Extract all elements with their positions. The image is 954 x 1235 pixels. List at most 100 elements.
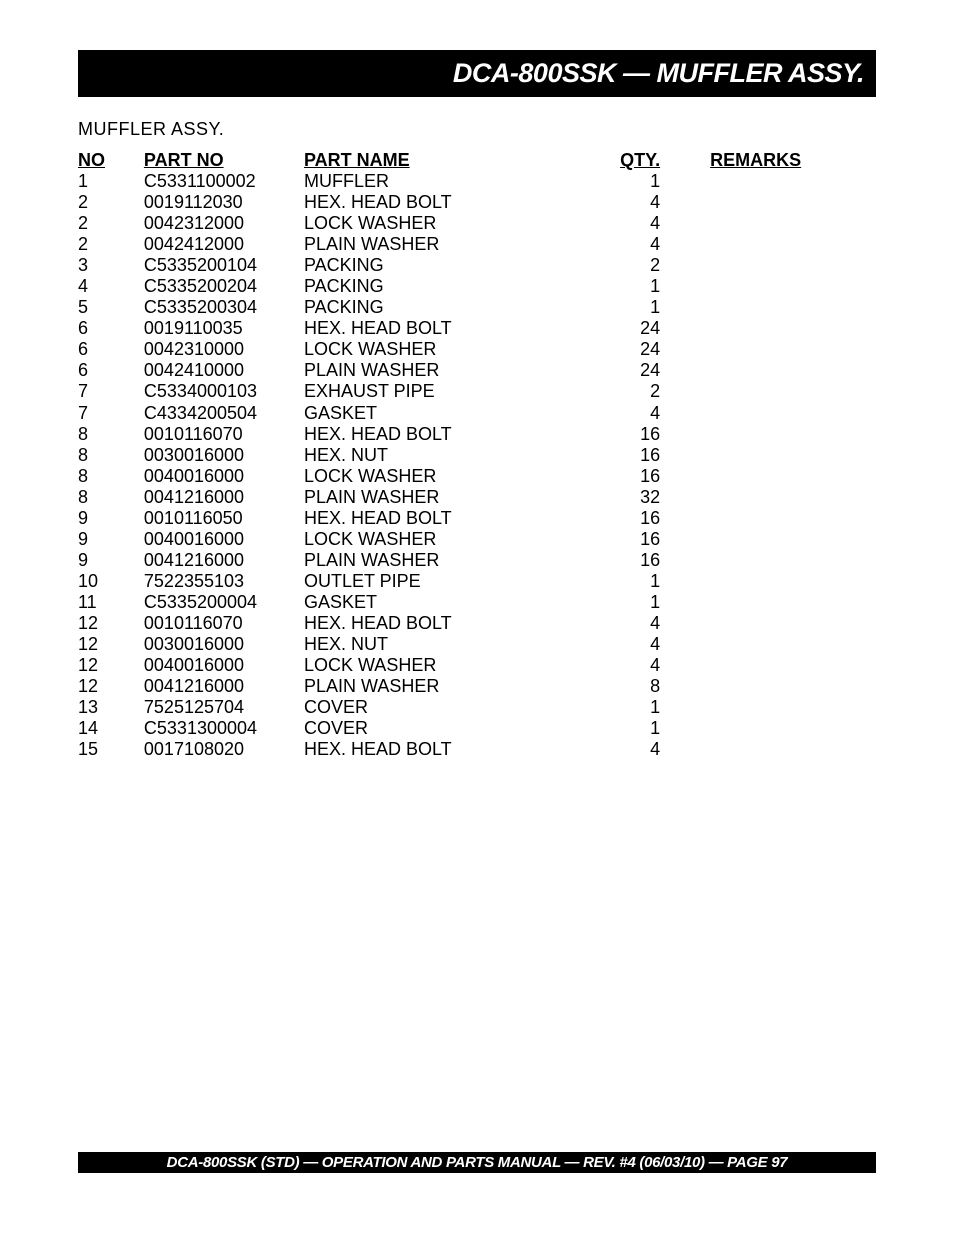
- cell-partno: C5335200004: [144, 592, 304, 613]
- cell-remarks: [664, 234, 876, 255]
- cell-qty: 24: [612, 318, 664, 339]
- cell-no: 14: [78, 718, 144, 739]
- cell-partno: 0010116050: [144, 508, 304, 529]
- cell-remarks: [664, 718, 876, 739]
- col-header-qty: QTY.: [612, 150, 664, 171]
- cell-no: 8: [78, 466, 144, 487]
- cell-qty: 16: [612, 508, 664, 529]
- cell-no: 8: [78, 487, 144, 508]
- cell-qty: 4: [612, 655, 664, 676]
- cell-no: 6: [78, 318, 144, 339]
- cell-remarks: [664, 466, 876, 487]
- cell-no: 8: [78, 424, 144, 445]
- cell-qty: 16: [612, 424, 664, 445]
- cell-name: HEX. HEAD BOLT: [304, 613, 612, 634]
- cell-no: 10: [78, 571, 144, 592]
- cell-qty: 1: [612, 171, 664, 192]
- cell-name: PLAIN WASHER: [304, 676, 612, 697]
- cell-partno: 0042410000: [144, 360, 304, 381]
- col-header-partno: PART NO: [144, 150, 304, 171]
- table-row: 80041216000PLAIN WASHER32: [78, 487, 876, 508]
- table-row: 1C5331100002MUFFLER1: [78, 171, 876, 192]
- cell-qty: 8: [612, 676, 664, 697]
- cell-no: 9: [78, 529, 144, 550]
- cell-partno: 0042312000: [144, 213, 304, 234]
- table-row: 3C5335200104PACKING2: [78, 255, 876, 276]
- table-row: 4C5335200204PACKING1: [78, 276, 876, 297]
- table-row: 90041216000PLAIN WASHER16: [78, 550, 876, 571]
- cell-partno: 0042412000: [144, 234, 304, 255]
- cell-remarks: [664, 339, 876, 360]
- cell-no: 12: [78, 634, 144, 655]
- cell-name: MUFFLER: [304, 171, 612, 192]
- cell-remarks: [664, 487, 876, 508]
- cell-name: LOCK WASHER: [304, 339, 612, 360]
- cell-qty: 16: [612, 466, 664, 487]
- cell-no: 12: [78, 613, 144, 634]
- cell-remarks: [664, 613, 876, 634]
- cell-name: PLAIN WASHER: [304, 550, 612, 571]
- cell-name: PLAIN WASHER: [304, 360, 612, 381]
- cell-partno: 0042310000: [144, 339, 304, 360]
- cell-no: 15: [78, 739, 144, 760]
- cell-name: COVER: [304, 718, 612, 739]
- table-row: 7C4334200504GASKET4: [78, 403, 876, 424]
- cell-no: 11: [78, 592, 144, 613]
- cell-partno: 0041216000: [144, 550, 304, 571]
- table-row: 7C5334000103EXHAUST PIPE2: [78, 381, 876, 402]
- table-row: 80040016000LOCK WASHER16: [78, 466, 876, 487]
- cell-name: PACKING: [304, 255, 612, 276]
- cell-name: PLAIN WASHER: [304, 487, 612, 508]
- cell-qty: 32: [612, 487, 664, 508]
- cell-name: HEX. NUT: [304, 634, 612, 655]
- col-header-remarks: REMARKS: [664, 150, 876, 171]
- cell-no: 2: [78, 192, 144, 213]
- table-row: 120010116070HEX. HEAD BOLT4: [78, 613, 876, 634]
- cell-name: EXHAUST PIPE: [304, 381, 612, 402]
- cell-partno: C5331300004: [144, 718, 304, 739]
- cell-name: PACKING: [304, 297, 612, 318]
- table-row: 20042312000LOCK WASHER4: [78, 213, 876, 234]
- cell-remarks: [664, 297, 876, 318]
- cell-remarks: [664, 508, 876, 529]
- cell-name: COVER: [304, 697, 612, 718]
- cell-no: 12: [78, 676, 144, 697]
- cell-name: OUTLET PIPE: [304, 571, 612, 592]
- cell-partno: 0041216000: [144, 487, 304, 508]
- cell-partno: 0040016000: [144, 466, 304, 487]
- table-row: 60019110035HEX. HEAD BOLT24: [78, 318, 876, 339]
- cell-no: 2: [78, 213, 144, 234]
- col-header-name: PART NAME: [304, 150, 612, 171]
- cell-qty: 16: [612, 550, 664, 571]
- table-row: 120030016000HEX. NUT4: [78, 634, 876, 655]
- table-body: 1C5331100002MUFFLER120019112030HEX. HEAD…: [78, 171, 876, 760]
- cell-name: HEX. HEAD BOLT: [304, 739, 612, 760]
- cell-qty: 4: [612, 403, 664, 424]
- cell-remarks: [664, 403, 876, 424]
- cell-qty: 1: [612, 718, 664, 739]
- cell-name: GASKET: [304, 592, 612, 613]
- cell-remarks: [664, 550, 876, 571]
- cell-remarks: [664, 360, 876, 381]
- cell-remarks: [664, 676, 876, 697]
- section-label: MUFFLER ASSY.: [78, 119, 876, 140]
- cell-no: 9: [78, 550, 144, 571]
- cell-partno: 0019112030: [144, 192, 304, 213]
- cell-qty: 16: [612, 445, 664, 466]
- cell-partno: C5334000103: [144, 381, 304, 402]
- cell-partno: C5335200204: [144, 276, 304, 297]
- col-header-no: NO: [78, 150, 144, 171]
- cell-name: HEX. HEAD BOLT: [304, 424, 612, 445]
- cell-no: 7: [78, 381, 144, 402]
- cell-remarks: [664, 592, 876, 613]
- cell-qty: 1: [612, 571, 664, 592]
- cell-name: PLAIN WASHER: [304, 234, 612, 255]
- cell-no: 4: [78, 276, 144, 297]
- cell-remarks: [664, 255, 876, 276]
- cell-no: 8: [78, 445, 144, 466]
- cell-no: 6: [78, 360, 144, 381]
- cell-qty: 2: [612, 381, 664, 402]
- cell-no: 9: [78, 508, 144, 529]
- table-row: 150017108020HEX. HEAD BOLT4: [78, 739, 876, 760]
- cell-partno: 0030016000: [144, 634, 304, 655]
